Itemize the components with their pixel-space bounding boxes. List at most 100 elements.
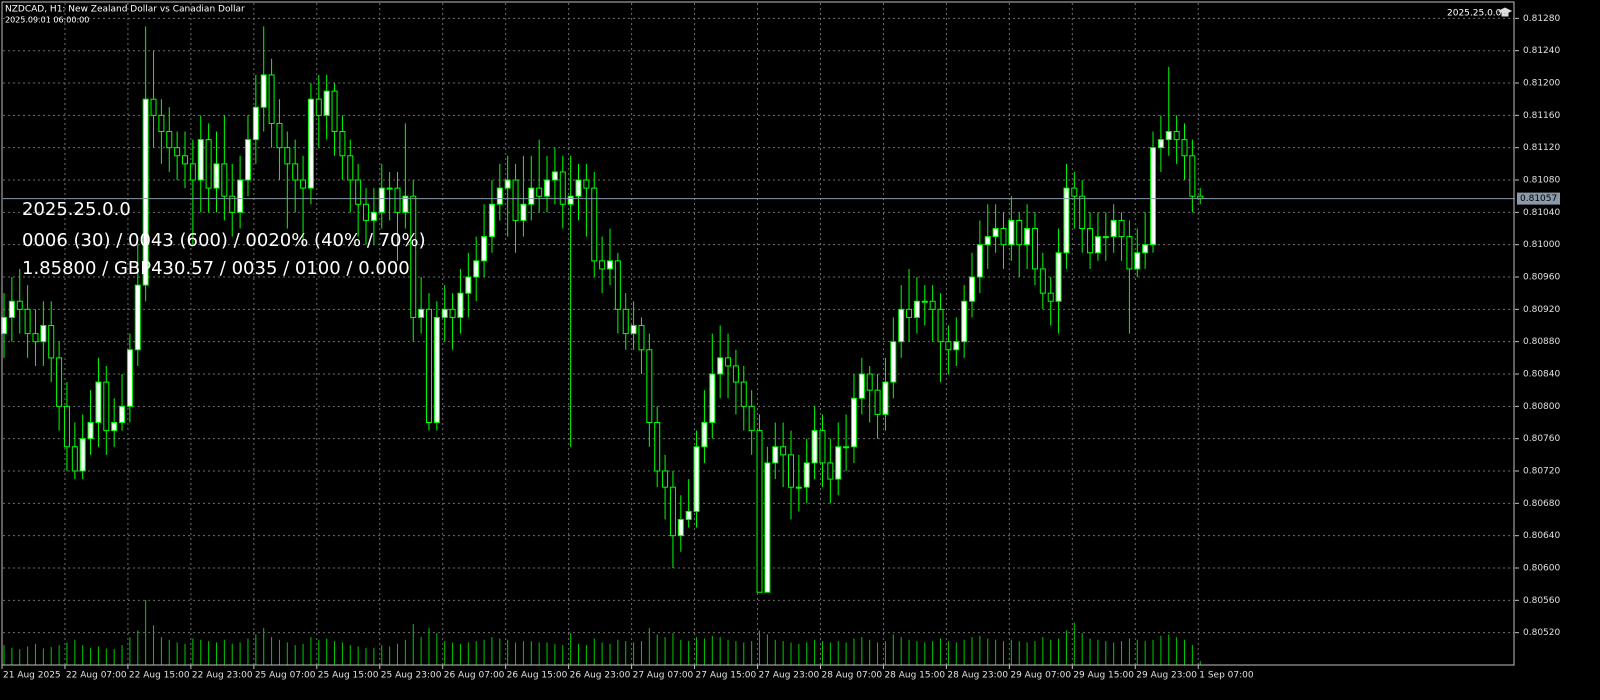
y-tick-label: 0.81200 [1523,79,1560,89]
candle-body [622,308,629,335]
y-tick-label: 0.80560 [1523,596,1560,606]
candle-body [418,308,425,318]
y-tick-label: 0.80800 [1523,402,1560,412]
candle-body [669,486,676,537]
candle-body [205,139,212,189]
candle-body [504,179,511,189]
candle-body [229,195,236,213]
candle-body [1126,236,1133,270]
candle-body [748,405,755,432]
candle-body [197,139,204,181]
candle-body [662,470,669,488]
candle-body [1087,228,1094,254]
candle-body [591,187,598,262]
candle-body [646,349,653,424]
candle-body [292,163,299,181]
y-tick-label: 0.80840 [1523,370,1560,380]
chart-subtitle: 2025.09.01 06:00:00 [5,16,89,25]
candle-body [95,381,102,424]
candle-body [1039,268,1046,294]
candle-body [71,446,78,472]
candle-body [685,510,692,521]
x-tick-label: 27 Aug 07:00 [633,671,694,681]
price-label: 0.81057 [1520,194,1557,204]
candle-body [732,365,739,383]
y-tick-label: 0.81160 [1523,111,1560,121]
x-tick-label: 28 Aug 15:00 [884,671,945,681]
y-tick-label: 0.80600 [1523,564,1560,574]
candle-body [976,244,983,278]
candle-body [394,187,401,213]
y-tick-label: 0.80520 [1523,628,1560,638]
candle-body [24,308,31,335]
candle-body [1181,139,1188,157]
x-tick-label: 29 Aug 07:00 [1010,671,1071,681]
candle-body [244,139,251,181]
candle-body [300,179,307,189]
y-tick-label: 0.81080 [1523,176,1560,186]
candle-body [874,389,881,415]
candle-body [638,325,645,351]
candle-body [40,325,47,343]
candle-body [1157,139,1164,149]
candle-body [347,155,354,181]
candle-body [56,357,63,407]
candle-body [307,98,314,189]
candle-body [520,203,527,221]
candle-body [1079,195,1086,230]
candle-body [677,519,684,537]
x-tick-label: 21 Aug 2025 [3,671,61,681]
candle-body [363,203,370,221]
x-tick-label: 27 Aug 15:00 [696,671,757,681]
x-tick-label: 29 Aug 15:00 [1073,671,1134,681]
cap-icon [1497,7,1513,17]
candle-body [496,187,503,205]
candle-body [858,373,865,399]
candle-body [583,179,590,189]
candle-body [536,187,543,197]
x-tick-label: 26 Aug 23:00 [570,671,631,681]
y-tick-label: 0.80960 [1523,273,1560,283]
candle-body [1016,219,1023,246]
candle-body [1094,236,1101,254]
x-tick-label: 26 Aug 15:00 [507,671,568,681]
candle-body [512,179,519,221]
candle-body [158,114,165,133]
candle-body [63,405,70,448]
candle-body [370,211,377,221]
candle-body [1047,292,1054,302]
x-tick-label: 22 Aug 07:00 [66,671,127,681]
candle-body [32,333,39,343]
candle-body [457,292,464,318]
price-label-box [1517,192,1560,205]
x-tick-label: 27 Aug 23:00 [759,671,820,681]
candle-body [378,187,385,213]
candle-body [614,260,621,310]
candle-layer [1,26,1204,593]
candle-body [913,300,920,318]
y-tick-label: 0.81280 [1523,14,1560,24]
candle-body [488,203,495,238]
annotation: 0006 (30) / 0043 (600) / 0020% (40% / 70… [22,230,426,251]
candle-body [441,308,448,318]
candle-body [166,131,173,149]
candle-body [693,446,700,512]
candle-body [984,236,991,246]
volume-layer [3,600,1201,665]
candle-body [921,300,928,303]
candle-body [725,357,732,367]
y-tick-label: 0.81240 [1523,46,1560,56]
candle-body [929,300,936,310]
candle-body [945,341,952,351]
candle-body [1071,187,1078,197]
candle-body [898,308,905,343]
y-tick-label: 0.81000 [1523,240,1560,250]
x-tick-label: 29 Aug 23:00 [1136,671,1197,681]
x-tick-label: 28 Aug 07:00 [821,671,882,681]
y-tick-label: 0.81040 [1523,208,1560,218]
y-tick-label: 0.81120 [1523,143,1560,153]
candle-body [386,187,393,190]
x-tick-label: 25 Aug 07:00 [255,671,316,681]
candle-body [8,300,15,318]
candle-body [1150,147,1157,246]
